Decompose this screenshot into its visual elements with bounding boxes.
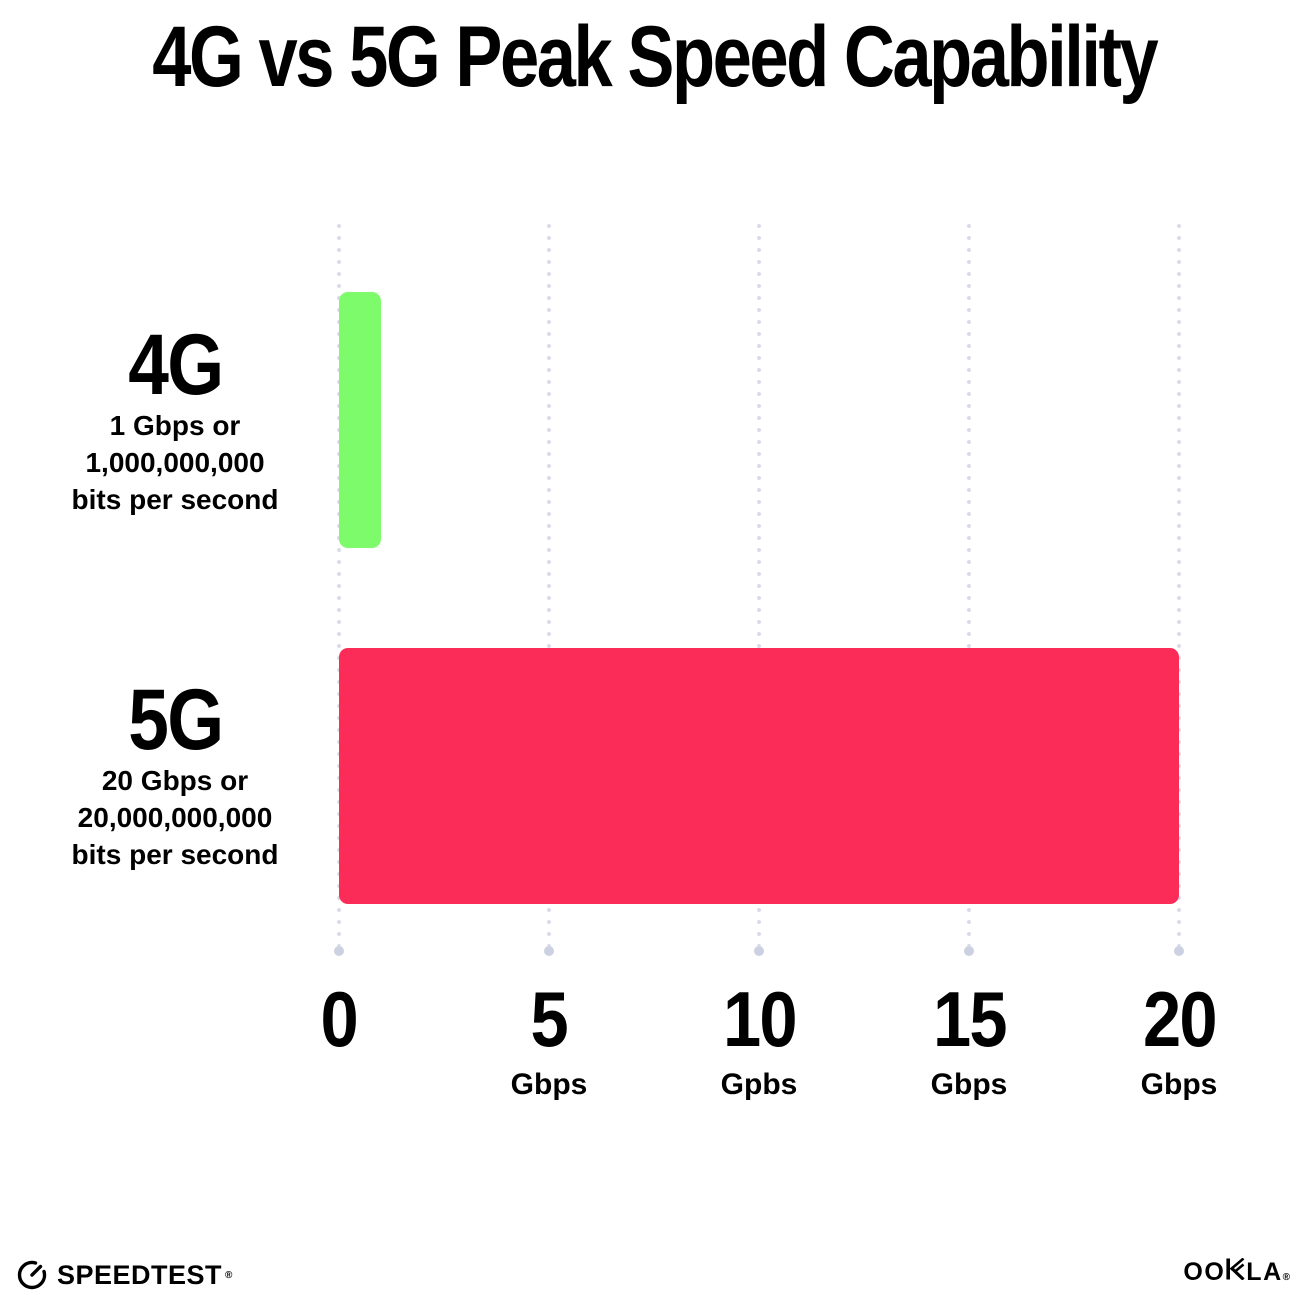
category-desc-5g-line3: bits per second	[71, 839, 279, 871]
ookla-wordmark-left: OO	[1183, 1258, 1226, 1286]
gridline-0	[334, 224, 344, 956]
axis-tick-dot	[544, 946, 554, 956]
x-tick-10-value: 10	[722, 975, 798, 1063]
x-tick-0: 0	[234, 980, 444, 1068]
ookla-k-glyph	[1226, 1258, 1245, 1280]
speedtest-trademark: ®	[225, 1269, 233, 1281]
category-desc-4g-line3: bits per second	[71, 484, 279, 516]
gridline-15	[964, 224, 974, 956]
axis-tick-dot	[334, 946, 344, 956]
x-tick-15-unit: Gbps	[930, 1068, 1008, 1101]
chart-title: 4G vs 5G Peak Speed Capability	[0, 9, 1308, 105]
gridline-20	[1174, 224, 1184, 956]
x-tick-10: 10 Gpbs	[654, 980, 864, 1102]
x-tick-15-value: 15	[932, 975, 1008, 1063]
category-name-4g: 4G	[127, 316, 224, 413]
speedtest-logo: SPEEDTEST ®	[16, 1259, 232, 1291]
plot-area	[334, 224, 1184, 960]
x-tick-15: 15 Gbps	[864, 980, 1074, 1102]
bar-4g	[339, 292, 381, 548]
ookla-wordmark-right: LA	[1246, 1258, 1283, 1286]
bar-5g	[339, 648, 1179, 904]
category-desc-5g-line2: 20,000,000,000	[77, 802, 273, 834]
category-label-4g: 4G 1 Gbps or 1,000,000,000 bits per seco…	[30, 293, 320, 549]
x-tick-20: 20 Gbps	[1074, 980, 1284, 1102]
category-desc-4g-line1: 1 Gbps or	[109, 410, 241, 442]
x-tick-20-unit: Gbps	[1140, 1068, 1218, 1101]
ookla-logo: OO LA ®	[1183, 1258, 1290, 1287]
speedtest-wordmark: SPEEDTEST	[57, 1259, 223, 1290]
x-tick-5-unit: Gbps	[510, 1068, 588, 1101]
ookla-trademark: ®	[1282, 1272, 1290, 1283]
category-desc-5g-line1: 20 Gbps or	[101, 765, 249, 797]
x-tick-20-value: 20	[1142, 975, 1218, 1063]
axis-tick-dot	[754, 946, 764, 956]
category-name-5g: 5G	[127, 671, 224, 768]
x-tick-0-value: 0	[320, 975, 359, 1063]
x-tick-5: 5 Gbps	[444, 980, 654, 1102]
chart-title-text: 4G vs 5G Peak Speed Capability	[151, 9, 1159, 105]
axis-tick-dot	[964, 946, 974, 956]
axis-tick-dot	[1174, 946, 1184, 956]
x-tick-5-value: 5	[530, 975, 569, 1063]
category-label-5g: 5G 20 Gbps or 20,000,000,000 bits per se…	[30, 648, 320, 904]
category-desc-4g-line2: 1,000,000,000	[85, 447, 265, 479]
gridline-5	[544, 224, 554, 956]
gridline-10	[754, 224, 764, 956]
speedtest-gauge-icon	[16, 1259, 48, 1291]
x-tick-10-unit: Gpbs	[720, 1068, 798, 1101]
